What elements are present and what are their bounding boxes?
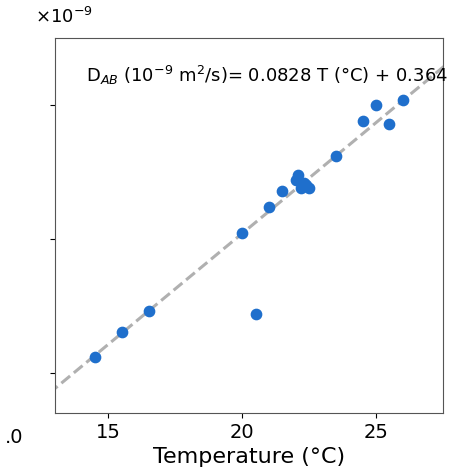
Point	[332, 152, 340, 160]
Point	[297, 184, 305, 191]
Point	[303, 182, 310, 189]
Point	[372, 101, 380, 109]
Point	[399, 96, 407, 103]
Text: D$_{AB}$ (10$^{-9}$ m$^2$/s)= 0.0828 T (°C) + 0.364: D$_{AB}$ (10$^{-9}$ m$^2$/s)= 0.0828 T (…	[86, 64, 448, 87]
Text: .0: .0	[5, 428, 24, 447]
X-axis label: Temperature (°C): Temperature (°C)	[153, 447, 345, 467]
Point	[91, 353, 99, 360]
Point	[279, 187, 286, 194]
Point	[238, 229, 246, 237]
Point	[265, 203, 273, 210]
Point	[118, 328, 126, 336]
Text: $\times10^{-9}$: $\times10^{-9}$	[36, 7, 93, 27]
Point	[359, 117, 366, 125]
Point	[145, 307, 152, 315]
Point	[300, 179, 308, 186]
Point	[252, 310, 259, 318]
Point	[386, 120, 393, 128]
Point	[295, 171, 302, 178]
Point	[305, 184, 313, 191]
Point	[292, 176, 300, 183]
